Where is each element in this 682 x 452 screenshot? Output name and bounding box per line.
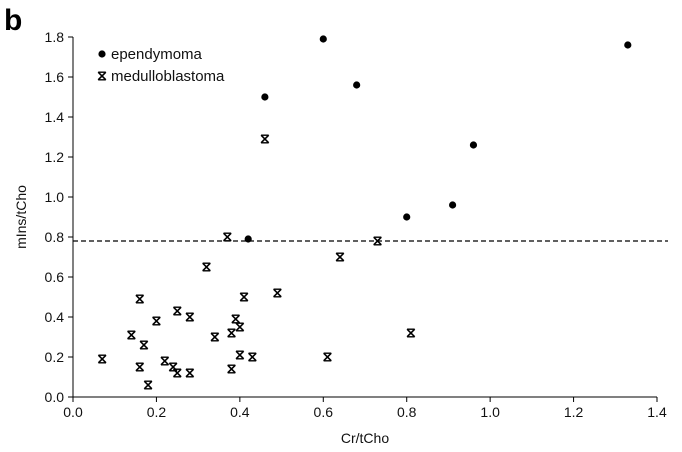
medulloblastoma-point: [260, 134, 270, 144]
y-tick-label: 1.6: [45, 69, 65, 85]
y-axis-title: mIns/tCho: [13, 185, 29, 249]
medulloblastoma-point: [231, 314, 241, 324]
medulloblastoma-point: [135, 294, 145, 304]
asterisk-stroke: [172, 368, 182, 378]
y-tick-label: 0.2: [45, 349, 65, 365]
asterisk-stroke: [239, 292, 249, 302]
asterisk-stroke: [160, 356, 170, 366]
asterisk-stroke: [222, 232, 232, 242]
y-tick-label: 0.8: [45, 229, 65, 245]
medulloblastoma-point: [143, 380, 153, 390]
asterisk-stroke: [273, 288, 282, 298]
x-axis-title: Cr/tCho: [341, 430, 389, 446]
medulloblastoma-point: [406, 328, 416, 338]
asterisk-stroke: [235, 350, 245, 360]
asterisk-stroke: [231, 314, 241, 324]
x-tick-label: 0.2: [147, 404, 167, 420]
medulloblastoma-point: [323, 352, 332, 362]
asterisk-stroke: [143, 380, 153, 390]
ependymoma-point: [469, 141, 478, 149]
medulloblastoma-point: [227, 364, 236, 374]
asterisk-stroke: [139, 340, 149, 350]
medulloblastoma-point: [127, 330, 136, 340]
medulloblastoma-point: [152, 316, 161, 326]
asterisk-stroke: [202, 262, 211, 272]
medulloblastoma-point: [235, 350, 245, 360]
asterisk-stroke: [97, 354, 107, 364]
asterisk-stroke: [127, 330, 136, 340]
asterisk-stroke: [248, 352, 257, 362]
x-tick-label: 0.4: [230, 404, 250, 420]
medulloblastoma-point: [185, 312, 195, 322]
x-tick-label: 0.8: [397, 404, 417, 420]
ependymoma-point: [353, 81, 361, 89]
x-tick-label: 0.0: [63, 404, 83, 420]
asterisk-stroke: [185, 368, 195, 378]
medulloblastoma-point: [248, 352, 257, 362]
y-tick-label: 1.4: [45, 109, 65, 125]
y-tick-label: 1.8: [45, 29, 65, 45]
asterisk-stroke: [260, 134, 270, 144]
legend: ependymoma medulloblastoma: [97, 46, 225, 85]
ependymoma-point: [449, 201, 457, 209]
medulloblastoma-point: [185, 368, 195, 378]
y-tick-label: 1.2: [45, 149, 65, 165]
asterisk-stroke: [227, 328, 236, 338]
legend-ependymoma-label: ependymoma: [111, 46, 203, 63]
medulloblastoma-point: [172, 306, 182, 316]
ependymoma-point: [261, 93, 269, 101]
medulloblastoma-point: [335, 252, 345, 262]
asterisk-stroke: [235, 322, 245, 332]
medulloblastoma-point: [139, 340, 149, 350]
medulloblastoma-point: [202, 262, 211, 272]
medulloblastoma-point: [97, 354, 107, 364]
y-tick-label: 1.0: [45, 189, 65, 205]
y-tick-label: 0.0: [45, 389, 65, 405]
x-tick-label: 1.2: [564, 404, 584, 420]
plot-marks: [97, 35, 632, 390]
x-tick-label: 0.6: [314, 404, 334, 420]
asterisk-stroke: [135, 362, 145, 372]
asterisk-stroke: [323, 352, 332, 362]
legend-medulloblastoma-label: medulloblastoma: [111, 68, 225, 85]
medulloblastoma-point: [222, 232, 232, 242]
medulloblastoma-point: [135, 362, 145, 372]
ependymoma-point: [319, 35, 327, 43]
asterisk-stroke: [185, 312, 195, 322]
medulloblastoma-point: [160, 356, 170, 366]
medulloblastoma-point: [273, 288, 282, 298]
y-tick-label: 0.6: [45, 269, 65, 285]
legend-ependymoma-marker: [98, 50, 106, 58]
y-tick-label: 0.4: [45, 309, 65, 325]
asterisk-stroke: [335, 252, 345, 262]
asterisk-stroke: [152, 316, 161, 326]
asterisk-stroke: [210, 332, 220, 342]
medulloblastoma-point: [235, 322, 245, 332]
legend-medulloblastoma-marker: [97, 71, 107, 81]
asterisk-stroke: [172, 306, 182, 316]
asterisk-stroke: [227, 364, 236, 374]
ependymoma-point: [403, 213, 411, 221]
ependymoma-point: [624, 41, 632, 49]
panel-label: b: [4, 4, 22, 37]
medulloblastoma-point: [210, 332, 220, 342]
asterisk-stroke: [135, 294, 145, 304]
medulloblastoma-point: [239, 292, 249, 302]
medulloblastoma-point: [227, 328, 236, 338]
x-tick-label: 1.4: [647, 404, 667, 420]
medulloblastoma-point: [172, 368, 182, 378]
asterisk-stroke: [168, 362, 178, 372]
x-tick-label: 1.0: [480, 404, 500, 420]
asterisk-stroke: [97, 71, 107, 81]
asterisk-stroke: [406, 328, 416, 338]
